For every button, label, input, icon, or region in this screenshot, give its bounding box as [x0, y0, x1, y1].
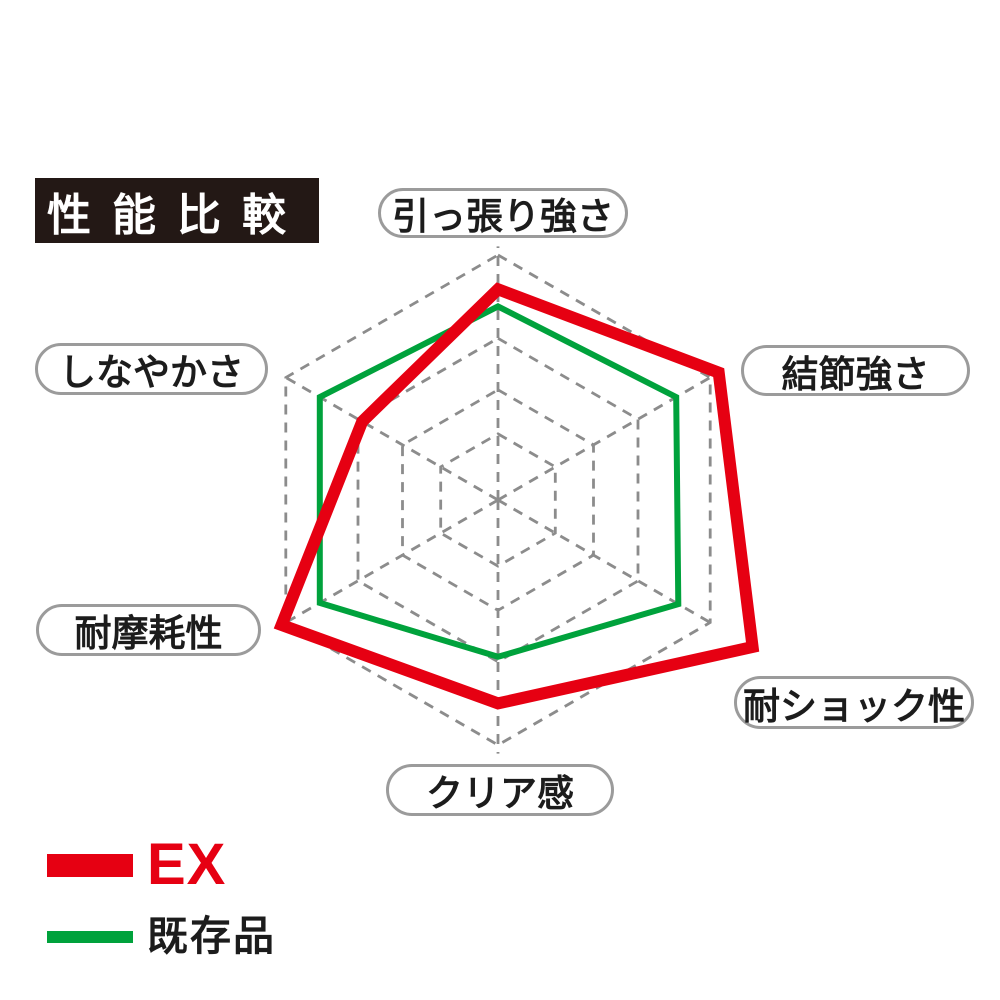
chart-title: 性能比較	[35, 178, 319, 243]
axis-label-abrasion-resistance: 耐摩耗性	[36, 604, 261, 656]
series-polygon-ex	[273, 282, 760, 710]
axis-label-tensile-strength: 引っ張り強さ	[378, 188, 628, 238]
legend-label-existing-product: 既存品	[147, 913, 276, 959]
axis-label-knot-strength: 結節強さ	[741, 345, 970, 396]
axis-label-text: クリア感	[426, 773, 574, 814]
legend-item-ex: EX	[47, 836, 226, 894]
legend-swatch-ex	[47, 853, 133, 877]
legend-label-ex: EX	[147, 832, 227, 897]
axis-label-text: 引っ張り強さ	[392, 196, 614, 237]
axis-label-text: しなやかさ	[59, 352, 244, 393]
axis-label-suppleness: しなやかさ	[35, 343, 268, 395]
radar-grid-ring	[439, 432, 557, 568]
axis-label-clearness: クリア感	[386, 764, 614, 816]
chart-title-text: 性能比較	[47, 190, 307, 240]
radar-grid-ring	[284, 253, 712, 747]
axis-label-text: 耐ショック性	[743, 685, 965, 727]
series-polygon-existing-product	[316, 303, 682, 660]
axis-label-text: 結節強さ	[781, 353, 930, 395]
axis-label-text: 耐摩耗性	[74, 613, 223, 654]
axis-label-shock-resistance: 耐ショック性	[734, 676, 974, 729]
legend-swatch-existing-product	[47, 930, 133, 943]
legend-item-existing-product: 既存品	[47, 916, 276, 957]
